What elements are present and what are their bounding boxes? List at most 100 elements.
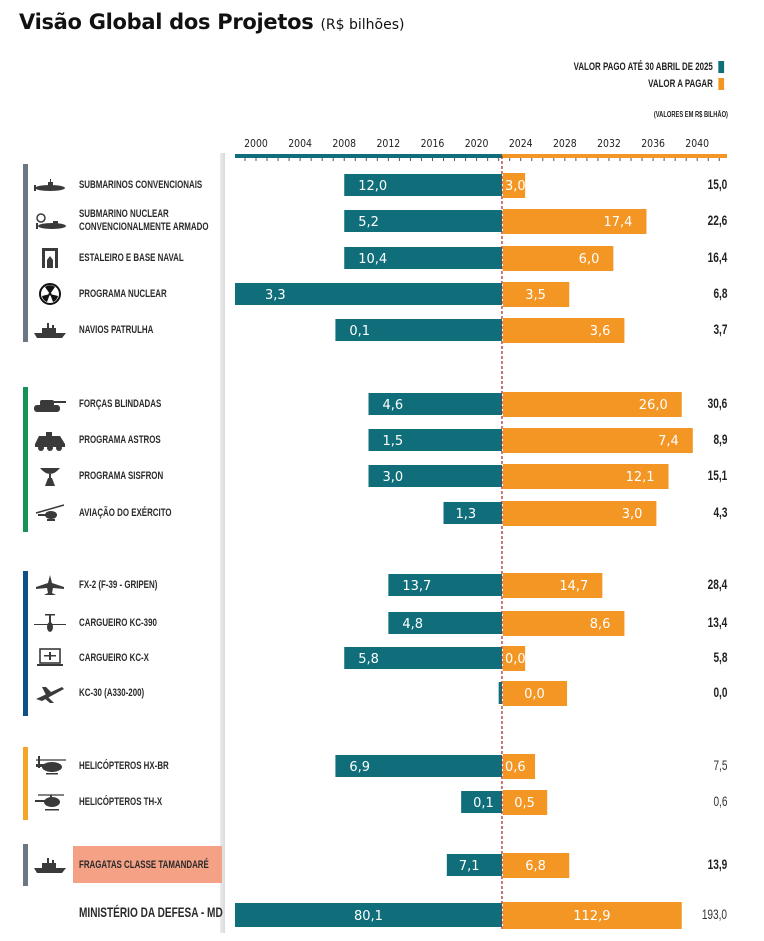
axis-tick-label: 2040 — [685, 138, 709, 150]
submarine-icon — [32, 173, 68, 197]
bar-paid-label: 4,6 — [383, 398, 404, 413]
bar-due-label: 14,7 — [559, 579, 588, 594]
legend-item-due: VALOR A PAGAR — [573, 77, 724, 91]
bar-paid-label: 5,8 — [358, 652, 379, 667]
armored-vehicle-icon — [32, 428, 68, 452]
shipyard-icon — [32, 246, 68, 270]
legend-item-paid: VALOR PAGO ATÉ 30 ABRIL DE 2025 — [573, 60, 724, 74]
bar-paid-label: 4,8 — [402, 617, 423, 632]
chart-title: Visão Global dos Projetos (R$ bilhões) — [19, 10, 404, 34]
bar-paid-label: 3,0 — [383, 470, 404, 485]
row-label: PROGRAMA SISFRON — [79, 469, 164, 482]
radiation-icon — [32, 282, 68, 306]
bar-due-label: 3,0 — [622, 507, 643, 522]
row-total: 13,9 — [707, 856, 727, 872]
bar-paid — [368, 429, 502, 451]
row-total: 28,4 — [707, 576, 727, 592]
bar-paid — [368, 393, 502, 415]
row-total: 15,0 — [707, 176, 727, 192]
bar-due — [502, 790, 548, 815]
axis-bar-paid — [235, 154, 502, 158]
bar-paid — [443, 502, 502, 524]
bar-due-label: 3,6 — [590, 324, 611, 339]
row-label: CARGUEIRO KC-X — [79, 651, 149, 664]
legend-units-note: (VALORES EM R$ BILHÃO) — [653, 110, 728, 119]
bar-due-label: 6,0 — [579, 252, 600, 267]
bar-due-label: 0,5 — [514, 796, 535, 811]
bar-paid — [388, 574, 502, 596]
bar-paid-label: 5,2 — [358, 215, 379, 230]
row-label: FORÇAS BLINDADAS — [79, 397, 162, 410]
bar-due-label: 0,0 — [505, 652, 526, 667]
bar-paid — [344, 247, 502, 269]
bar-due — [502, 902, 682, 929]
light-helicopter-icon — [32, 790, 68, 814]
bar-due-label: 8,6 — [590, 617, 611, 632]
row-total: 15,1 — [707, 467, 727, 483]
bar-due — [502, 282, 570, 307]
row-label: AVIAÇÃO DO EXÉRCITO — [79, 506, 172, 519]
bar-paid-label: 0,1 — [473, 796, 494, 811]
frigate-icon — [32, 853, 68, 877]
row-label: PROGRAMA NUCLEAR — [79, 287, 167, 300]
legend: VALOR PAGO ATÉ 30 ABRIL DE 2025 VALOR A … — [515, 60, 724, 91]
nuclear-submarine-icon — [32, 209, 68, 233]
tank-icon — [32, 392, 68, 416]
group-bar-frigates — [23, 844, 28, 886]
bar-due — [502, 464, 669, 489]
bar-paid — [388, 612, 502, 634]
axis-tick-label: 2024 — [509, 138, 533, 150]
group-bar-helicopters — [23, 747, 28, 820]
bar-paid-label: 13,7 — [402, 579, 431, 594]
row-total: 5,8 — [712, 649, 727, 665]
row-label: FRAGATAS CLASSE TAMANDARÉ — [79, 858, 209, 871]
legend-paid-label: VALOR PAGO ATÉ 30 ABRIL DE 2025 — [573, 61, 713, 73]
axis-tick-label: 2032 — [597, 138, 621, 150]
bar-due — [502, 853, 570, 878]
bar-due-label: 17,4 — [604, 215, 633, 230]
highlight-frigates — [73, 846, 222, 883]
bar-due-label: 3,0 — [505, 179, 526, 194]
row-total: 0,6 — [712, 793, 727, 809]
bar-due — [502, 392, 682, 417]
group-bar-navy — [23, 164, 28, 342]
bar-due — [502, 611, 625, 636]
bar-due — [502, 573, 603, 598]
row-total: 3,7 — [712, 321, 727, 337]
heavy-helicopter-icon — [32, 754, 68, 778]
row-total: 8,9 — [712, 431, 727, 447]
bar-due-label: 7,4 — [658, 434, 679, 449]
axis-tick-label: 2016 — [421, 138, 445, 150]
bar-paid — [446, 854, 502, 876]
bar-paid — [498, 682, 502, 704]
row-label: FX-2 (F-39 - GRIPEN) — [79, 578, 158, 591]
row-label: SUBMARINOS CONVENCIONAIS — [79, 178, 203, 191]
axis-tick-label: 2008 — [332, 138, 356, 150]
row-total: 7,5 — [712, 757, 727, 773]
bar-paid — [461, 791, 502, 813]
bar-paid-label: 3,3 — [265, 288, 286, 303]
bar-due-label: 6,8 — [525, 859, 546, 874]
row-label: HELICÓPTEROS HX-BR — [79, 759, 169, 772]
legend-due-label: VALOR A PAGAR — [647, 78, 713, 90]
bar-due — [502, 209, 647, 234]
bar-paid — [335, 319, 502, 341]
bar-due — [502, 754, 536, 779]
row-label: HELICÓPTEROS TH-X — [79, 795, 163, 808]
bar-due — [502, 681, 568, 706]
bar-paid-label: 7,1 — [459, 859, 480, 874]
axis-tick-label: 2036 — [641, 138, 665, 150]
row-label: NAVIOS PATRULHA — [79, 323, 154, 336]
row-total: 193,0 — [701, 906, 727, 922]
row-total: 0,0 — [712, 684, 727, 700]
bar-paid-label: 0,1 — [349, 324, 370, 339]
axis-tick-label: 2004 — [288, 138, 312, 150]
bar-paid — [344, 647, 502, 669]
patrol-ship-icon — [32, 318, 68, 342]
attack-helicopter-icon — [32, 501, 68, 525]
axis-tick-label: 2000 — [244, 138, 268, 150]
bar-due — [502, 246, 614, 271]
bar-paid — [235, 903, 502, 927]
airliner-icon — [32, 681, 68, 705]
